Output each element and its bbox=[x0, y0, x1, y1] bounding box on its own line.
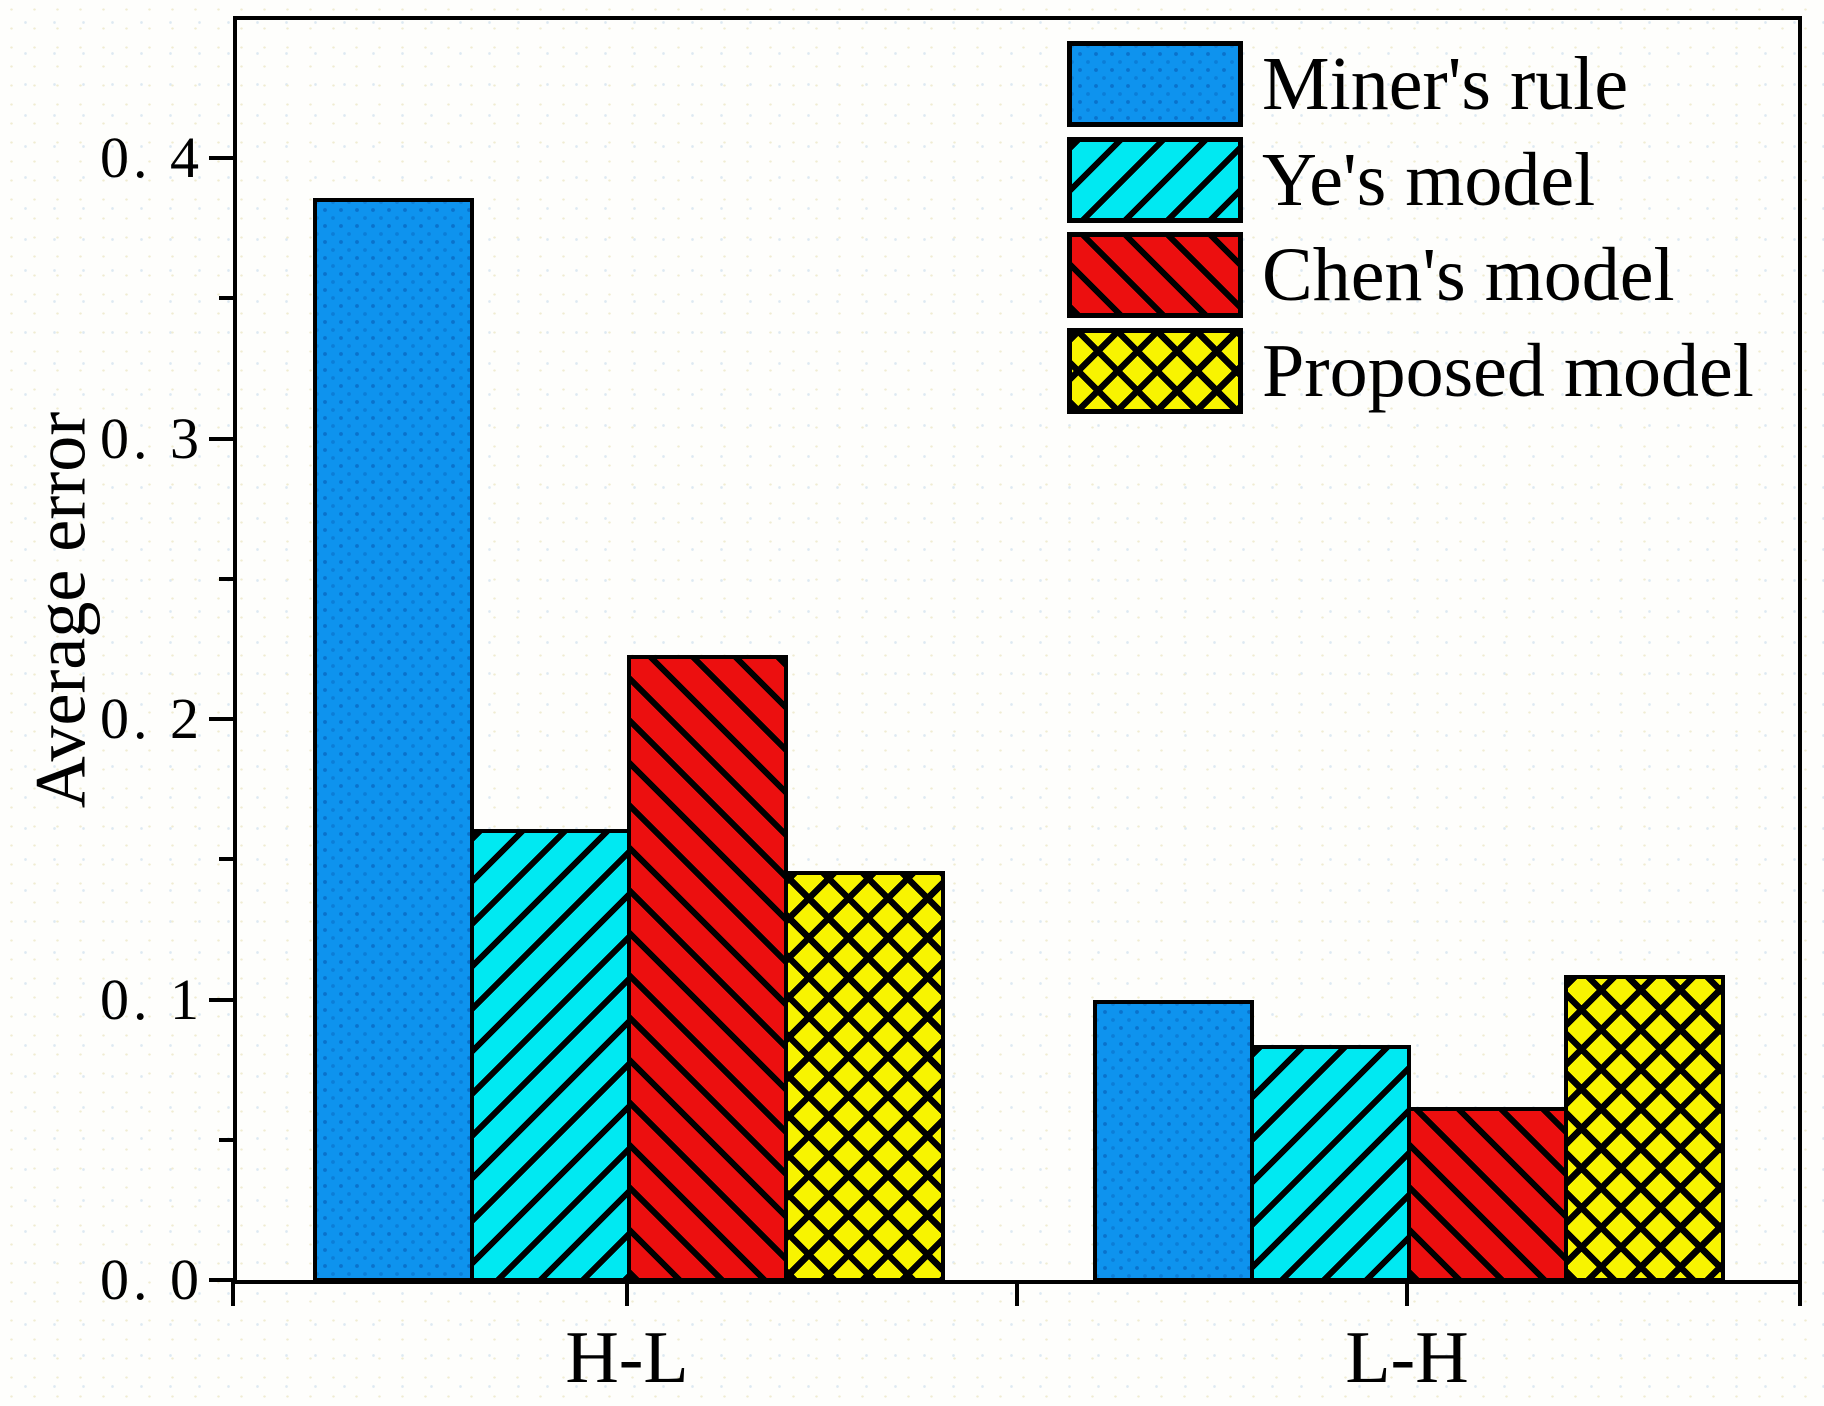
bar-L-H-chen-s-model bbox=[1407, 1107, 1568, 1282]
y-axis-tick-label: 0. 2 bbox=[100, 686, 203, 751]
y-axis-major-tick bbox=[209, 436, 233, 441]
y-axis-minor-tick bbox=[219, 857, 233, 862]
legend-swatch-solid-dotted bbox=[1067, 41, 1243, 127]
legend-label: Miner's rule bbox=[1262, 42, 1629, 126]
x-axis-category-label: L-H bbox=[1345, 1317, 1469, 1399]
bar-L-H-miner-s-rule bbox=[1093, 1000, 1254, 1282]
legend-swatch-diagonal-backward bbox=[1067, 232, 1243, 318]
bar-H-L-chen-s-model bbox=[627, 655, 788, 1282]
x-axis-boundary-tick bbox=[1015, 1282, 1019, 1306]
x-axis-boundary-tick bbox=[231, 1282, 235, 1306]
bar-L-H-ye-s-model bbox=[1250, 1045, 1411, 1282]
x-axis-category-label: H-L bbox=[565, 1317, 689, 1399]
legend-label: Chen's model bbox=[1262, 233, 1675, 317]
legend-swatch-diagonal-forward bbox=[1067, 137, 1243, 223]
y-axis-major-tick bbox=[209, 156, 233, 160]
bar-H-L-proposed-model bbox=[784, 871, 945, 1282]
x-axis-boundary-tick bbox=[1798, 1282, 1802, 1306]
y-axis-major-tick bbox=[209, 717, 233, 721]
y-axis-minor-tick bbox=[219, 576, 233, 581]
bar-L-H-proposed-model bbox=[1564, 975, 1725, 1282]
x-axis-major-tick bbox=[1405, 1282, 1409, 1306]
y-axis-major-tick bbox=[209, 997, 233, 1002]
legend-label: Proposed model bbox=[1262, 329, 1754, 413]
y-axis-tick-label: 0. 3 bbox=[100, 405, 203, 471]
y-axis-minor-tick bbox=[219, 1137, 233, 1142]
y-axis-tick-label: 0. 1 bbox=[100, 966, 203, 1032]
y-axis-tick-label: 0. 0 bbox=[100, 1247, 203, 1312]
y-axis-major-tick bbox=[209, 1278, 233, 1282]
bar-H-L-ye-s-model bbox=[470, 829, 631, 1282]
y-axis-minor-tick bbox=[219, 296, 233, 301]
y-axis-tick-label: 0. 4 bbox=[100, 125, 203, 190]
x-axis-major-tick bbox=[625, 1282, 629, 1306]
legend-label: Ye's model bbox=[1262, 138, 1596, 222]
bar-H-L-miner-s-rule bbox=[313, 198, 474, 1282]
legend-swatch-crosshatch bbox=[1067, 328, 1243, 414]
